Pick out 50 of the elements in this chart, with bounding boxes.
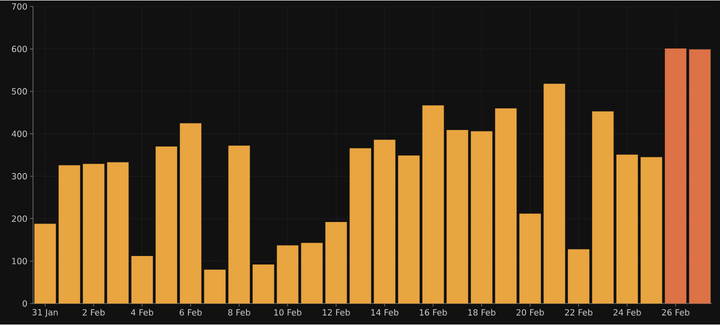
x-tick-label: 10 Feb bbox=[274, 309, 302, 316]
bar bbox=[495, 108, 517, 304]
bar bbox=[58, 165, 80, 304]
y-tick-label: 200 bbox=[12, 216, 27, 222]
bar bbox=[82, 164, 104, 304]
bar bbox=[689, 50, 711, 304]
y-tick-label: 0 bbox=[22, 300, 27, 307]
bar bbox=[544, 84, 566, 304]
x-tick-label: 12 Feb bbox=[322, 309, 350, 316]
bar bbox=[446, 130, 468, 304]
bar bbox=[664, 48, 686, 304]
x-tick-label: 2 Feb bbox=[82, 309, 105, 316]
bar bbox=[301, 243, 323, 304]
bar bbox=[325, 222, 347, 304]
bar bbox=[519, 214, 541, 304]
bar bbox=[228, 146, 250, 304]
bar bbox=[640, 157, 662, 304]
bar bbox=[592, 112, 614, 304]
x-tick-label: 6 Feb bbox=[180, 309, 202, 316]
x-tick-label: 14 Feb bbox=[371, 309, 398, 316]
x-tick-label: 8 Feb bbox=[228, 309, 250, 316]
bar bbox=[422, 106, 444, 304]
bar bbox=[131, 256, 153, 304]
bar bbox=[374, 140, 396, 304]
bar bbox=[180, 123, 202, 304]
x-tick-label: 24 Feb bbox=[614, 309, 641, 316]
x-tick-label: 26 Feb bbox=[662, 309, 690, 316]
y-tick-label: 300 bbox=[12, 173, 27, 180]
bar bbox=[252, 264, 274, 304]
x-tick-label: 20 Feb bbox=[516, 309, 544, 316]
y-tick-label: 100 bbox=[12, 258, 27, 265]
bar bbox=[276, 246, 298, 304]
bar bbox=[470, 131, 492, 304]
bar bbox=[350, 148, 372, 304]
x-tick-label: 4 Feb bbox=[131, 309, 154, 316]
bar bbox=[204, 270, 226, 304]
x-tick-label: 16 Feb bbox=[420, 309, 447, 316]
y-tick-label: 400 bbox=[12, 130, 27, 138]
x-tick-label: 22 Feb bbox=[565, 309, 592, 316]
y-tick-label: 500 bbox=[12, 88, 27, 95]
bar bbox=[107, 162, 129, 304]
bar bbox=[398, 156, 420, 304]
bar bbox=[34, 224, 56, 304]
y-tick-label: 600 bbox=[12, 46, 27, 52]
x-tick-label: 18 Feb bbox=[468, 309, 496, 316]
x-tick-label: 31 Jan bbox=[32, 309, 58, 318]
bar bbox=[156, 146, 178, 304]
bar bbox=[616, 154, 638, 304]
bar bbox=[568, 249, 590, 304]
y-tick-label: 700 bbox=[12, 4, 27, 10]
